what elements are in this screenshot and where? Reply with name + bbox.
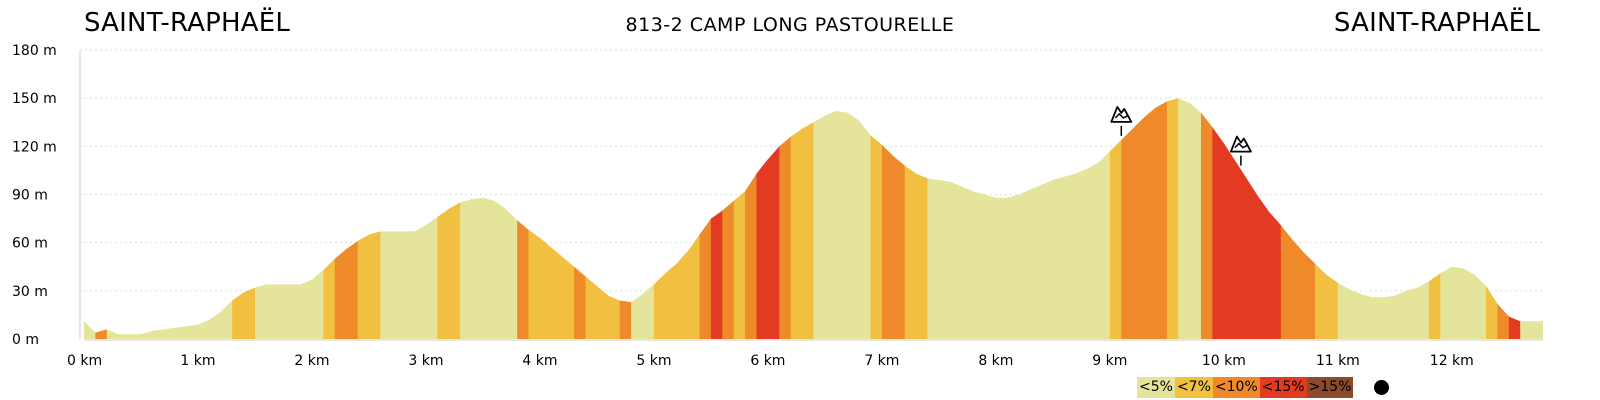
gradient-segment: [619, 98, 632, 339]
gradient-segment: [1178, 98, 1202, 339]
route-start-title: SAINT-RAPHAËL: [84, 8, 291, 38]
gradient-segment: [357, 98, 381, 339]
x-tick-label: 4 km: [522, 353, 557, 369]
marker-snow: [1114, 112, 1128, 119]
gradient-segment: [1520, 98, 1543, 339]
mountain-pass-icon: [1230, 135, 1252, 166]
gradient-segment: [699, 98, 712, 339]
marker-snow: [1234, 142, 1248, 149]
gradient-segment: [756, 98, 780, 339]
gradient-segment: [460, 98, 518, 339]
gradient-segment: [710, 98, 723, 339]
x-tick-label: 0 km: [67, 353, 102, 369]
x-tick-label: 9 km: [1092, 353, 1127, 369]
legend-item: <5%: [1137, 377, 1175, 398]
legend-item: <7%: [1174, 377, 1213, 398]
x-tick-label: 6 km: [750, 353, 785, 369]
gradient-segment: [779, 98, 792, 339]
axes: 0 m 30 m 60 m 90 m 120 m 150 m 180 m 0 km 1 km 2 …: [12, 43, 1543, 369]
x-tick-label: 2 km: [294, 353, 329, 369]
gradient-segment: [1109, 98, 1122, 339]
gradient-segment: [722, 98, 735, 339]
gradient-segment: [1280, 98, 1316, 339]
gradient-segment: [881, 98, 906, 339]
x-tick-label: 5 km: [636, 353, 671, 369]
legend-item: <15%: [1259, 377, 1307, 398]
gradient-segment: [870, 98, 883, 339]
legend-item: <10%: [1212, 377, 1260, 398]
gradient-segment: [437, 98, 461, 339]
gradient-segment: [255, 98, 324, 339]
gradient-segment: [631, 98, 655, 339]
gradient-segment: [1486, 98, 1498, 339]
marker-mountain: [1230, 135, 1252, 153]
gradient-segment: [790, 98, 815, 339]
legend-item: >15%: [1306, 377, 1354, 398]
gradient-segment: [585, 98, 621, 339]
gradient-segment: [1212, 98, 1282, 339]
gradient-segment: [528, 98, 575, 339]
gradient-segment: [84, 98, 96, 339]
gradient-segment: [1337, 98, 1430, 339]
x-tick-label: 8 km: [978, 353, 1013, 369]
gradient-segment: [1121, 98, 1168, 339]
x-tick-label: 11 km: [1316, 353, 1360, 369]
gradient-segment: [106, 98, 233, 339]
x-tick-label: 1 km: [180, 353, 215, 369]
y-tick-label: 60 m: [12, 236, 48, 252]
gradient-segment: [95, 98, 108, 339]
x-tick-label: 12 km: [1430, 353, 1474, 369]
y-tick-label: 90 m: [12, 188, 48, 204]
y-tick-label: 30 m: [12, 284, 48, 300]
y-tick-label: 180 m: [12, 43, 57, 59]
gradient-segment: [334, 98, 359, 339]
climb-markers: [1110, 105, 1252, 166]
gradient-segment: [745, 98, 758, 339]
x-tick-label: 10 km: [1202, 353, 1246, 369]
gradient-segment: [1166, 98, 1179, 339]
gradient-segment: [323, 98, 336, 339]
x-tick-label: 3 km: [408, 353, 443, 369]
gradient-segment: [380, 98, 438, 339]
gradient-segment: [574, 98, 587, 339]
gradient-segment: [733, 98, 746, 339]
gradient-segment: [1440, 98, 1487, 339]
gradient-segment: [1497, 98, 1510, 339]
gradient-segment: [653, 98, 701, 339]
gradient-segment: [813, 98, 872, 339]
gradient-fill: [84, 98, 1543, 339]
marker-mountain: [1110, 105, 1133, 123]
gradient-segment: [1508, 98, 1521, 339]
x-tick-label: 7 km: [864, 353, 899, 369]
y-tick-label: 0 m: [12, 332, 39, 348]
gradient-segment: [1201, 98, 1213, 339]
gradient-segment: [1429, 98, 1441, 339]
gradient-segment: [232, 98, 256, 339]
route-end-title: SAINT-RAPHAËL: [1333, 8, 1540, 38]
legend-dot-icon: [1374, 380, 1389, 395]
y-tick-label: 120 m: [12, 139, 57, 155]
gradient-segment: [1315, 98, 1339, 339]
gradient-segment: [904, 98, 929, 339]
y-tick-label: 150 m: [12, 91, 57, 107]
route-name-title: 813-2 CAMP LONG PASTOURELLE: [625, 14, 955, 36]
gradient-legend: <5% <7% <10% <15% >15%: [1137, 377, 1354, 398]
gradient-segment: [927, 98, 1111, 339]
gradient-segment: [517, 98, 530, 339]
mountain-pass-icon: [1110, 105, 1133, 136]
